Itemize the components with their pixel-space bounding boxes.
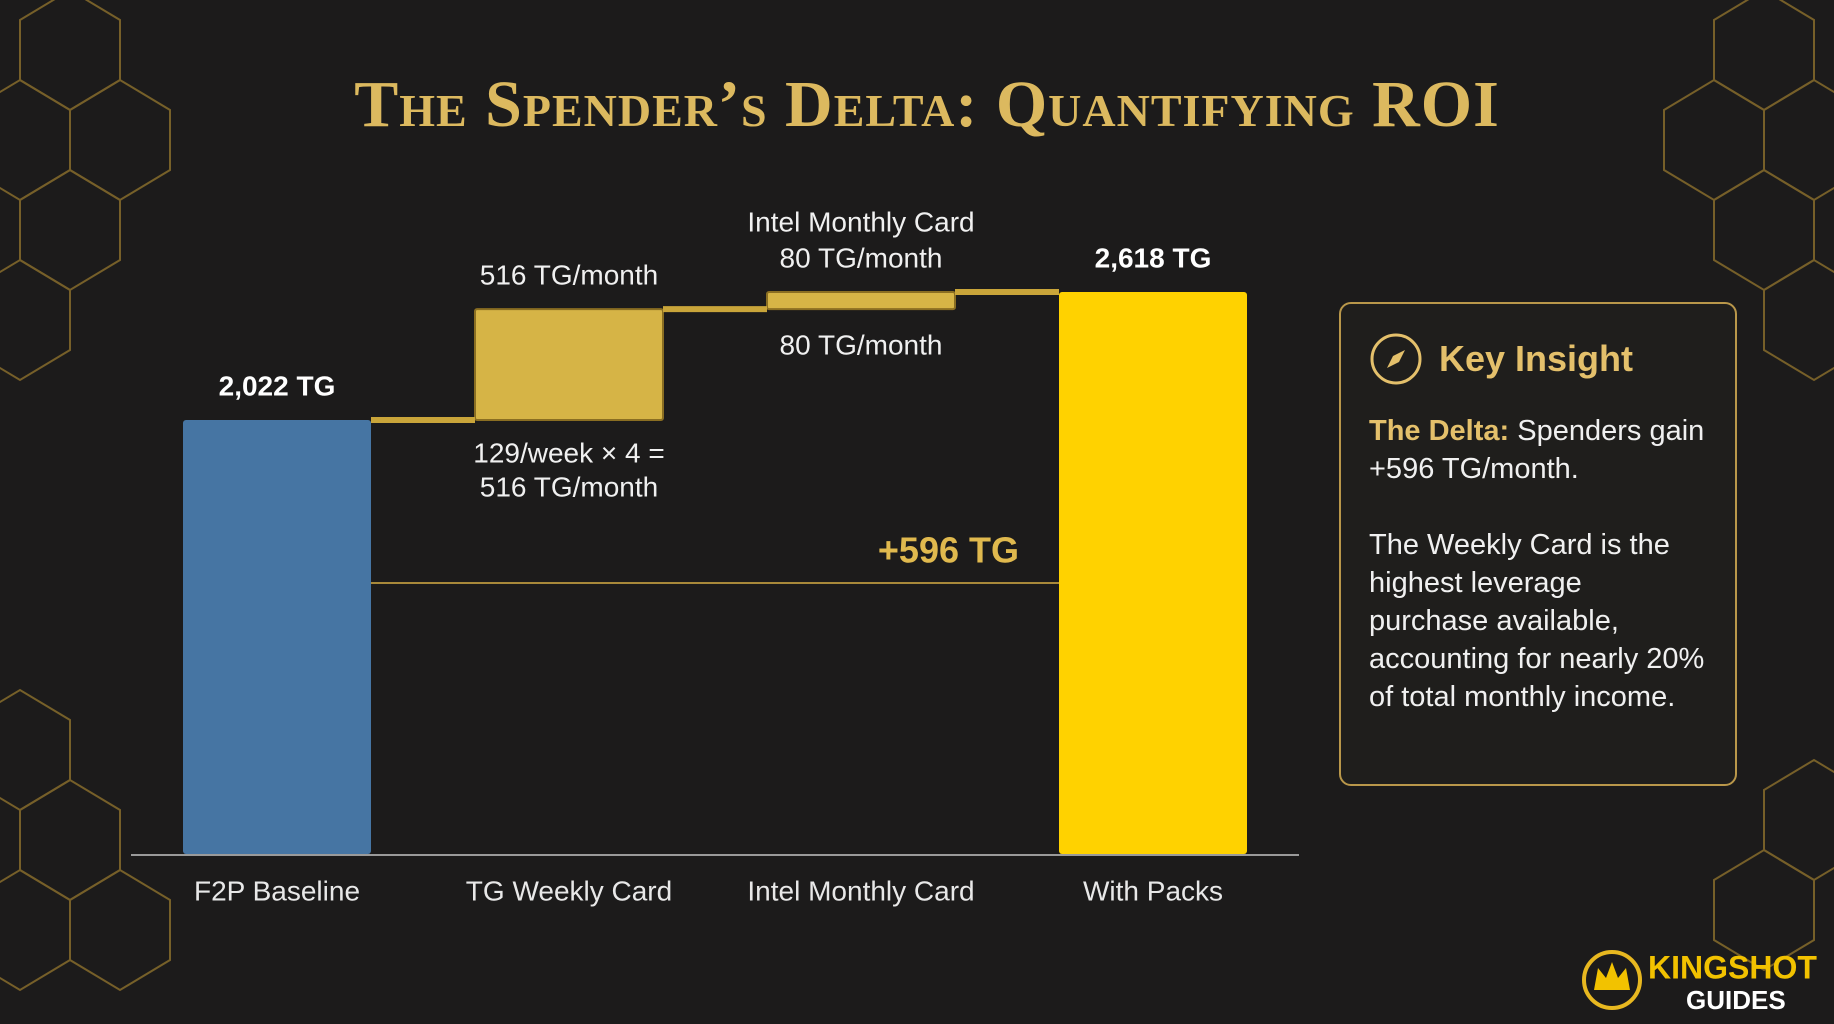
insight-lead-label: The Delta:: [1369, 415, 1510, 447]
value-label: 2,022 TG: [219, 370, 336, 401]
monthly-heading: Intel Monthly Card: [747, 206, 974, 237]
insight-title: Key Insight: [1439, 338, 1634, 379]
insight-box: Key Insight The Delta: Spenders gain +59…: [1339, 302, 1737, 786]
insight-lead-text: Spenders gain +596 TG/month.: [1369, 415, 1705, 485]
logo-ring: [1582, 950, 1642, 1010]
value-label: 516 TG/month: [480, 260, 658, 291]
delta-bar: [766, 291, 956, 311]
compass-icon: [1370, 333, 1422, 385]
total-bar: [1059, 292, 1247, 854]
logo-top: KINGSHOT: [1648, 949, 1817, 985]
delta-label: +596 TG: [878, 530, 1019, 571]
chart-title: The Spender’s Delta: Quantifying ROI: [354, 68, 1500, 141]
logo-bottom: GUIDES: [1686, 985, 1786, 1015]
delta-bar: [474, 308, 664, 421]
weekly-note: 516 TG/month: [480, 471, 658, 502]
monthly-note: 80 TG/month: [780, 330, 943, 361]
logo: KINGSHOT GUIDES: [1582, 949, 1817, 1015]
total-bar: [183, 419, 371, 854]
value-label: 2,618 TG: [1095, 242, 1212, 273]
value-label: 80 TG/month: [780, 242, 943, 273]
hex-decor: [0, 0, 1834, 992]
insight-heading: Key Insight: [1369, 332, 1707, 386]
category-label: F2P Baseline: [194, 875, 360, 906]
insight-lead: The Delta: Spenders gain +596 TG/month.: [1369, 412, 1707, 488]
category-label: TG Weekly Card: [466, 875, 672, 906]
weekly-note: 129/week × 4 =: [473, 437, 664, 468]
logo-crown: [1594, 962, 1630, 990]
category-label: With Packs: [1083, 875, 1223, 906]
category-label: Intel Monthly Card: [747, 875, 974, 906]
insight-body: The Weekly Card is the highest leverage …: [1369, 529, 1705, 713]
